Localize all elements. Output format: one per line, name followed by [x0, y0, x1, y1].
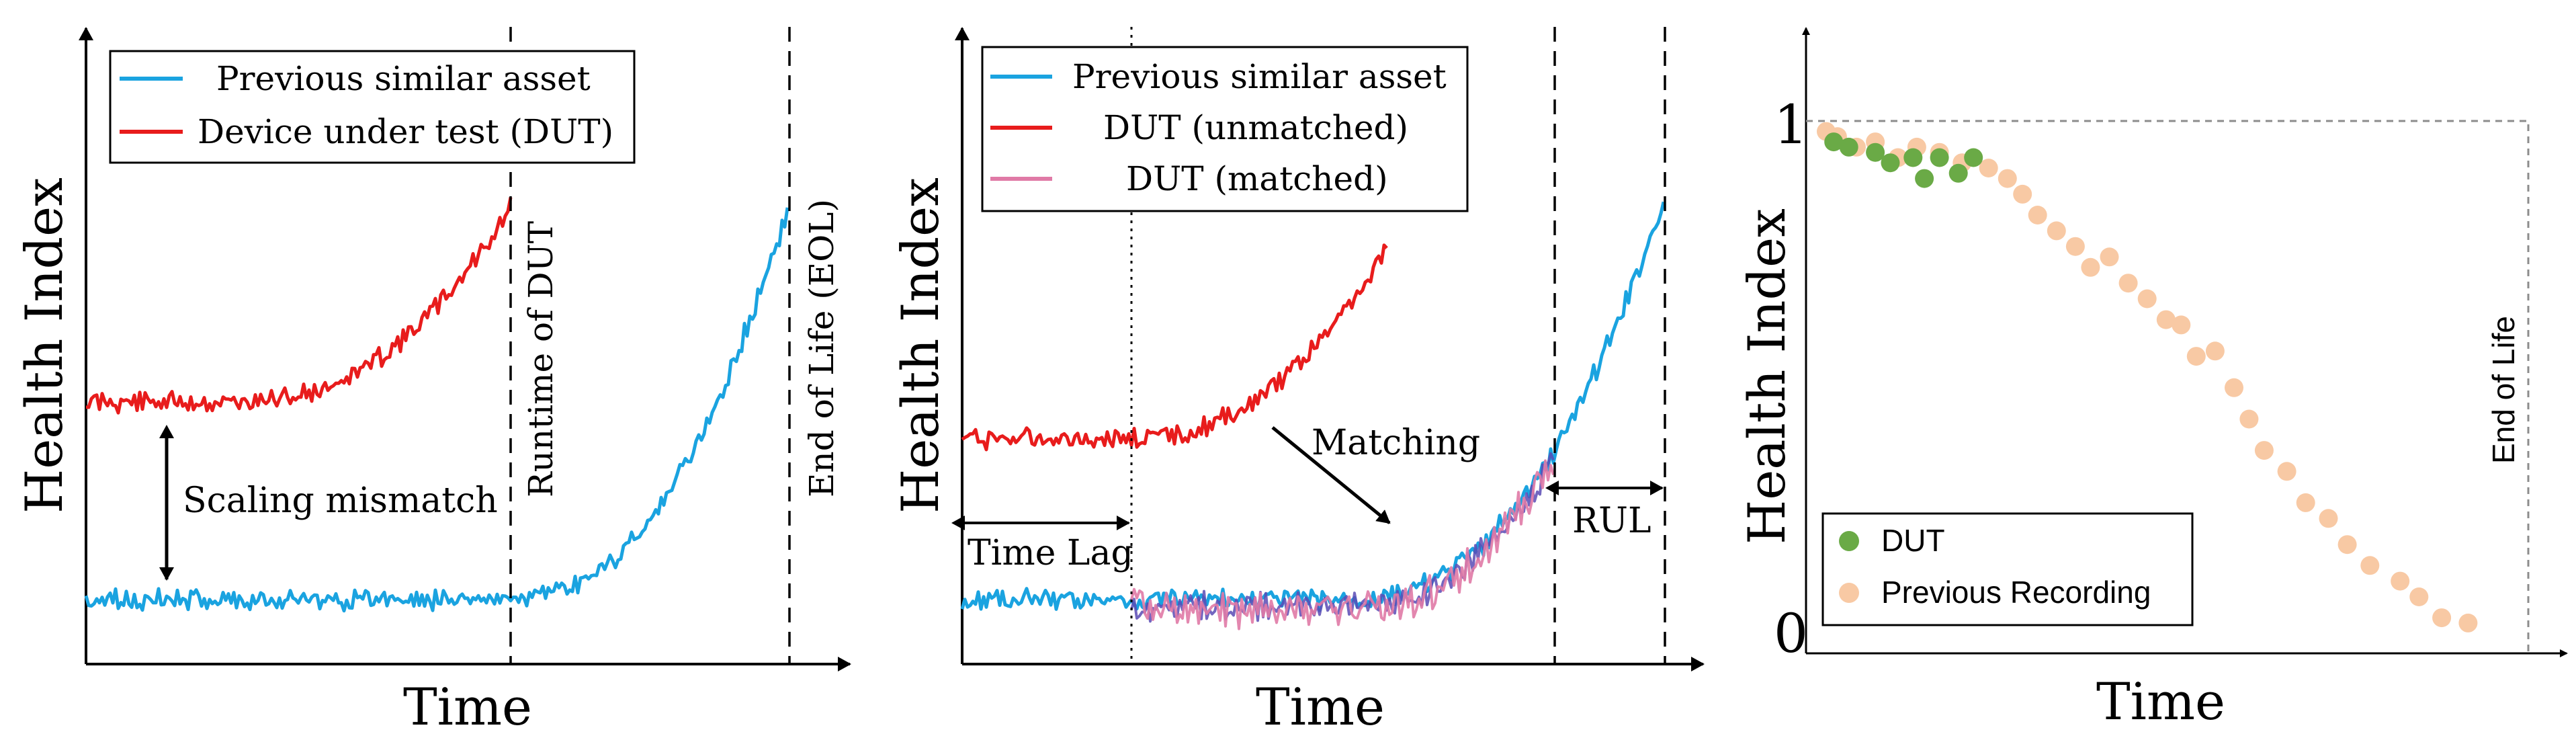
panel2-legend-label-prev: Previous similar asset — [1072, 57, 1447, 96]
panel2-matching-label: Matching — [1312, 423, 1480, 463]
panel3-points — [1817, 122, 2478, 632]
dut-point — [1866, 142, 1885, 162]
panel1-legend-label-prev: Previous similar asset — [216, 59, 591, 98]
panel2-time-lag-label: Time Lag — [968, 533, 1133, 573]
previous-recording-point — [2205, 341, 2225, 361]
previous-recording-point — [2391, 571, 2410, 591]
previous-recording-point — [2118, 274, 2138, 293]
panel1-runtime-label: Runtime of DUT — [521, 221, 560, 497]
panel1-dut-curve — [85, 197, 513, 415]
panel2-dut-unmatched-curve — [961, 243, 1388, 452]
previous-recording-point — [2432, 608, 2452, 628]
previous-recording-point — [2028, 206, 2047, 224]
panel-1: Scaling mismatch Runtime of DUT End of L… — [14, 27, 851, 736]
panel3-legend-label-dut: DUT — [1881, 523, 1945, 558]
previous-recording-point — [2319, 509, 2338, 528]
dut-point — [1881, 153, 1900, 173]
panel1-y-label: Health Index — [14, 177, 74, 514]
previous-recording-point — [2296, 493, 2315, 512]
panel3-x-label: Time — [2096, 671, 2225, 731]
panel3-legend: DUT Previous Recording — [1821, 512, 2194, 626]
panel2-rul-label: RUL — [1572, 501, 1651, 541]
dut-point — [1930, 148, 1949, 167]
previous-recording-point — [2065, 237, 2085, 256]
panel-2: Time Lag Matching RUL Health Index Time … — [890, 27, 1705, 736]
previous-recording-point — [2239, 409, 2259, 429]
panel1-legend: Previous similar asset Device under test… — [109, 50, 636, 164]
panel3-legend-label-prev: Previous Recording — [1881, 575, 2151, 610]
dut-point — [1839, 137, 1858, 157]
dut-point — [1964, 148, 1983, 167]
previous-recording-point — [2186, 347, 2206, 366]
panel-3: 1 0 End of Life Health Index Time DUT Pr… — [1737, 27, 2568, 731]
dut-point — [1948, 163, 1968, 183]
panel3-y-label: Health Index — [1737, 208, 1797, 544]
panel2-y-label: Health Index — [890, 177, 950, 514]
previous-recording-point — [2100, 247, 2119, 267]
previous-recording-point — [2337, 535, 2357, 555]
panel2-legend: Previous similar asset DUT (unmatched) D… — [981, 46, 1469, 212]
panel2-legend-label-matched: DUT (matched) — [1126, 159, 1388, 198]
panel1-legend-label-dut: Device under test (DUT) — [198, 112, 613, 151]
previous-recording-point — [2172, 315, 2191, 335]
panel3-legend-marker-dut — [1839, 531, 1859, 551]
previous-recording-point — [2013, 184, 2032, 204]
panel3-ytick-top: 1 — [1774, 93, 1808, 156]
previous-recording-point — [2409, 587, 2429, 606]
previous-recording-point — [2277, 462, 2296, 481]
panel2-matching-arrow — [1271, 426, 1391, 524]
previous-recording-point — [2047, 221, 2066, 241]
panel1-x-label: Time — [403, 677, 532, 736]
previous-recording-point — [2137, 289, 2157, 309]
dut-point — [1824, 132, 1844, 152]
previous-recording-point — [1979, 159, 1998, 177]
previous-recording-point — [2360, 556, 2380, 575]
panel3-eol-box — [1806, 120, 2530, 653]
previous-recording-point — [2458, 613, 2478, 632]
panel3-ytick-bottom: 0 — [1774, 602, 1808, 665]
panel1-scaling-label: Scaling mismatch — [183, 481, 498, 521]
dut-point — [1915, 169, 1934, 188]
panel1-eol-label: End of Life (EOL) — [802, 199, 841, 497]
panel3-eol-label: End of Life — [2486, 316, 2521, 464]
dut-point — [1903, 148, 1923, 167]
panel2-legend-label-unmatched: DUT (unmatched) — [1103, 108, 1408, 147]
panel1-previous-asset-curve — [84, 207, 789, 613]
panel2-dut-matched-curve — [1130, 459, 1555, 630]
previous-recording-point — [1998, 169, 2017, 188]
panel2-matched-overlap-curve — [1130, 452, 1555, 623]
previous-recording-point — [2081, 257, 2100, 277]
previous-recording-point — [2156, 310, 2176, 329]
panel2-x-label: Time — [1256, 677, 1385, 736]
panel3-legend-marker-prev — [1839, 583, 1859, 603]
previous-recording-point — [2254, 441, 2274, 460]
previous-recording-point — [2225, 378, 2243, 397]
